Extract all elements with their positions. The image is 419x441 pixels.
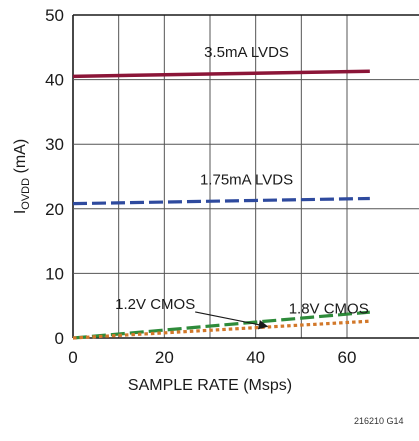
y-tick-label: 10 — [45, 264, 64, 283]
annotation-arrow — [195, 311, 269, 330]
annotation-label: 3.5mA LVDS — [204, 44, 289, 61]
y-tick-label: 20 — [45, 200, 64, 219]
annotation-label: 1.2V CMOS — [115, 296, 195, 313]
tick-labels: 0 10 20 30 40 50 0 20 40 60 — [45, 6, 356, 367]
grid — [72, 14, 419, 339]
series-line-3-5ma-lvds — [72, 69, 370, 79]
x-tick-label: 0 — [68, 348, 77, 367]
y-axis-label-unit: (mA) — [12, 139, 29, 178]
x-axis-label: SAMPLE RATE (Msps) — [128, 377, 292, 394]
y-tick-label: 0 — [55, 329, 64, 348]
y-axis-label-main: I — [12, 210, 29, 214]
x-tick-label: 40 — [246, 348, 265, 367]
y-tick-label: 50 — [45, 6, 64, 25]
y-tick-label: 30 — [45, 135, 64, 154]
figure-code: 216210 G14 — [354, 416, 404, 426]
annotation-label: 1.75mA LVDS — [200, 171, 293, 188]
annotations: 3.5mA LVDS 1.75mA LVDS 1.2V CMOS 1.8V CMOS — [115, 44, 369, 330]
annotation-label: 1.8V CMOS — [289, 300, 369, 317]
y-axis-label: IOVDD (mA) — [12, 139, 32, 214]
y-tick-label: 40 — [45, 71, 64, 90]
series-line-1-8v-cmos — [72, 319, 370, 340]
series-lines — [72, 69, 370, 340]
x-tick-label: 60 — [338, 348, 357, 367]
y-axis-label-sub: OVDD — [20, 178, 32, 210]
series-line-1-2v-cmos — [72, 310, 370, 340]
series-line-1-75ma-lvds — [72, 196, 370, 206]
x-tick-label: 20 — [155, 348, 174, 367]
